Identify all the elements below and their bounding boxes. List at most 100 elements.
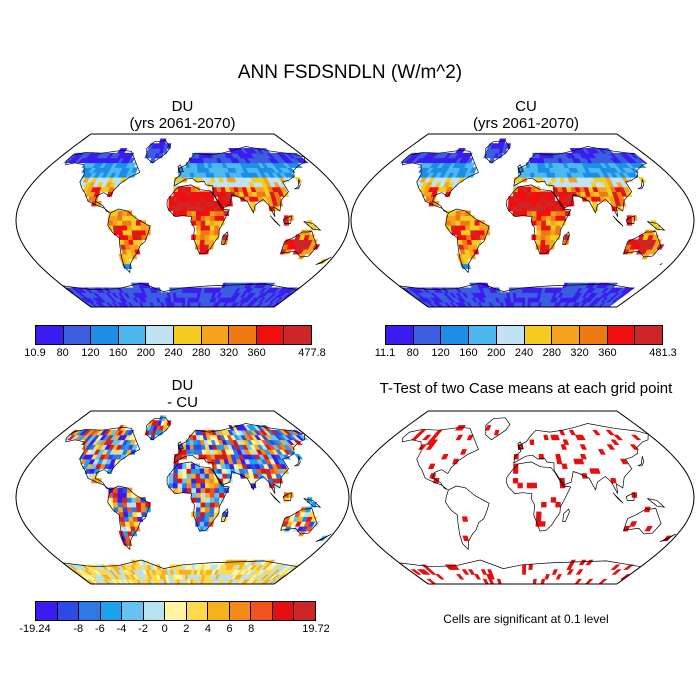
map-cell bbox=[186, 487, 192, 493]
map-cell bbox=[209, 511, 215, 517]
map-cell bbox=[531, 205, 538, 212]
coastline bbox=[177, 441, 184, 450]
map-cell bbox=[425, 444, 435, 450]
map-cell bbox=[566, 569, 574, 575]
colorbar-diff-label: 6 bbox=[226, 623, 233, 635]
map-cell bbox=[204, 506, 211, 513]
map-cell bbox=[535, 239, 542, 245]
coastline bbox=[293, 179, 301, 190]
map-cell bbox=[470, 229, 476, 236]
map-cell bbox=[566, 564, 574, 570]
colorbar-cu-swatch bbox=[524, 326, 553, 344]
colorbar-diff-label: 4 bbox=[204, 623, 211, 635]
map-cell bbox=[205, 492, 211, 498]
map-cell bbox=[460, 229, 467, 236]
map-cell bbox=[200, 497, 206, 503]
map-cell bbox=[519, 301, 523, 307]
map-cell bbox=[465, 229, 472, 236]
colorbar-cu-label: 360 bbox=[598, 347, 617, 359]
coastline bbox=[166, 184, 230, 255]
map-cell bbox=[474, 229, 481, 236]
coastline bbox=[280, 230, 318, 258]
coastline bbox=[303, 498, 322, 508]
map-cell bbox=[517, 201, 523, 207]
map-cell bbox=[531, 482, 538, 489]
map-cell bbox=[122, 210, 128, 216]
map-cell bbox=[522, 201, 528, 207]
colorbar-diff-swatch bbox=[229, 602, 252, 620]
map-cell bbox=[199, 516, 206, 522]
colorbar-du-swatch bbox=[201, 326, 230, 344]
map-cell bbox=[544, 244, 551, 250]
colorbar-diff-label: 2 bbox=[183, 623, 190, 635]
map-cell bbox=[487, 569, 494, 575]
map-cell bbox=[136, 511, 143, 517]
map-cell bbox=[209, 502, 216, 508]
map-cell bbox=[127, 429, 135, 436]
map-cell bbox=[610, 439, 620, 445]
map-cell bbox=[195, 191, 201, 197]
map-cell bbox=[556, 458, 563, 465]
map-cell bbox=[522, 569, 527, 575]
map-cell bbox=[522, 287, 527, 293]
map-cell bbox=[214, 506, 220, 513]
map-cell bbox=[480, 569, 488, 575]
colorbar-diff bbox=[35, 601, 316, 621]
map-cell bbox=[214, 225, 220, 231]
coastline bbox=[65, 426, 141, 491]
map-cell bbox=[140, 225, 147, 231]
map-frame bbox=[350, 133, 695, 308]
map-cell bbox=[133, 244, 140, 250]
map-cell bbox=[555, 225, 561, 231]
colorbar-diff-label: -4 bbox=[116, 623, 127, 635]
colorbar-cu-label: 481.3 bbox=[649, 347, 677, 359]
map-cell bbox=[250, 205, 257, 212]
colorbar-du-label: 240 bbox=[164, 347, 183, 359]
colorbar-cu-swatch bbox=[386, 326, 414, 344]
colorbar-cu-swatch bbox=[496, 326, 525, 344]
coastline bbox=[612, 215, 624, 227]
map-cell bbox=[122, 220, 128, 226]
map-cell bbox=[191, 215, 197, 221]
map-cell bbox=[540, 196, 547, 202]
coastline bbox=[513, 423, 649, 494]
map-cell bbox=[196, 492, 202, 498]
map-cell bbox=[522, 196, 528, 202]
map-cell bbox=[518, 292, 523, 298]
coastline bbox=[637, 179, 645, 190]
coastline bbox=[221, 231, 229, 245]
map-cell bbox=[200, 201, 206, 207]
map-cell bbox=[540, 201, 547, 207]
map-cell bbox=[204, 234, 211, 240]
map-cell bbox=[606, 444, 616, 450]
map-cell bbox=[209, 215, 216, 221]
map-cell bbox=[186, 482, 193, 489]
coastline bbox=[647, 498, 666, 508]
map-cell bbox=[550, 205, 556, 212]
map-cell bbox=[554, 229, 561, 236]
map-cell bbox=[545, 201, 551, 207]
coastline bbox=[401, 149, 479, 214]
map-cell bbox=[200, 487, 206, 493]
map-cell bbox=[191, 478, 197, 484]
map-cell bbox=[493, 429, 500, 436]
colorbar-diff-swatch bbox=[272, 602, 295, 620]
map-cell bbox=[200, 210, 206, 216]
coastline bbox=[315, 533, 332, 543]
map-cell bbox=[179, 578, 183, 584]
map-cell bbox=[195, 506, 202, 513]
coastline bbox=[485, 140, 511, 164]
map-cell bbox=[546, 220, 552, 226]
colorbar-cu bbox=[385, 325, 663, 345]
map-cell bbox=[466, 157, 474, 164]
map-cell bbox=[531, 191, 537, 197]
map-cell bbox=[450, 210, 457, 216]
map-cell bbox=[195, 478, 202, 484]
map-cell bbox=[195, 239, 201, 245]
map-cell bbox=[191, 196, 197, 202]
map-cell bbox=[508, 201, 514, 207]
map-cell bbox=[276, 201, 284, 207]
map-cell bbox=[204, 239, 210, 245]
map-cell bbox=[126, 220, 133, 226]
coastline bbox=[647, 221, 666, 231]
